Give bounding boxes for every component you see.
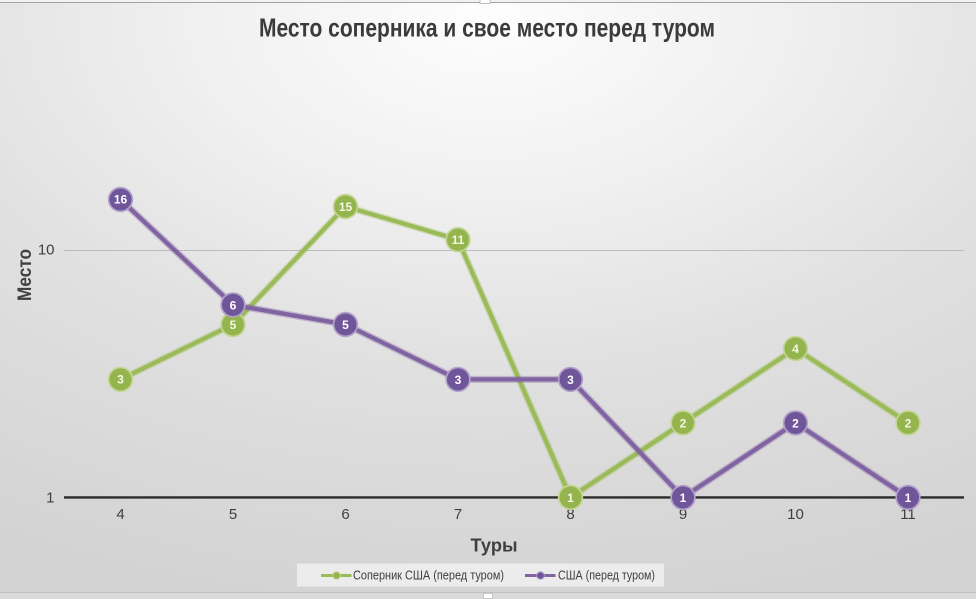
svg-text:9: 9 xyxy=(679,506,687,523)
svg-text:7: 7 xyxy=(454,506,462,523)
svg-text:16: 16 xyxy=(114,193,128,207)
svg-text:11: 11 xyxy=(452,233,465,247)
svg-text:15: 15 xyxy=(339,200,353,214)
svg-text:4: 4 xyxy=(116,506,124,523)
svg-text:5: 5 xyxy=(229,506,237,523)
svg-text:Место соперника и свое место п: Место соперника и свое место перед туром xyxy=(259,13,715,43)
svg-text:Место: Место xyxy=(14,249,36,301)
svg-text:10: 10 xyxy=(38,242,55,259)
svg-text:Соперник США (перед туром): Соперник США (перед туром) xyxy=(353,568,504,583)
svg-text:2: 2 xyxy=(680,416,687,430)
svg-text:5: 5 xyxy=(342,318,349,332)
svg-text:3: 3 xyxy=(567,373,574,387)
svg-text:Туры: Туры xyxy=(471,535,518,556)
svg-text:11: 11 xyxy=(900,506,916,523)
svg-text:8: 8 xyxy=(566,506,574,523)
svg-text:2: 2 xyxy=(905,416,912,430)
svg-text:1: 1 xyxy=(905,491,912,505)
svg-text:2: 2 xyxy=(792,416,799,430)
svg-text:10: 10 xyxy=(787,506,804,523)
svg-text:США (перед туром): США (перед туром) xyxy=(558,568,655,583)
svg-text:3: 3 xyxy=(117,373,124,387)
svg-text:6: 6 xyxy=(230,298,237,312)
svg-text:1: 1 xyxy=(46,490,54,507)
svg-text:5: 5 xyxy=(230,318,237,332)
svg-text:4: 4 xyxy=(792,342,799,356)
svg-text:1: 1 xyxy=(567,491,574,505)
svg-text:3: 3 xyxy=(455,373,462,387)
svg-text:1: 1 xyxy=(680,491,687,505)
svg-text:6: 6 xyxy=(341,506,349,523)
